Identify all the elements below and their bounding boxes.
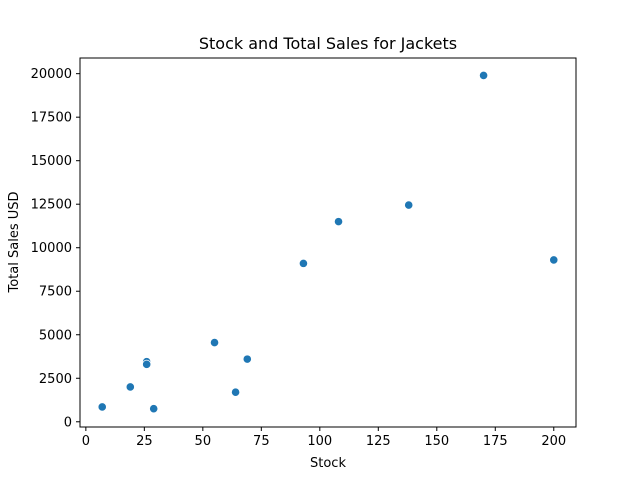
- x-tick-label: 150: [424, 434, 449, 449]
- x-tick-label: 100: [307, 434, 332, 449]
- y-tick-label: 17500: [31, 111, 72, 126]
- x-tick-label: 75: [253, 434, 270, 449]
- x-tick-label: 0: [82, 434, 90, 449]
- x-axis: 0 25 50 75 100 125 150 175 200: [82, 427, 566, 449]
- y-tick-label: 10000: [31, 241, 72, 256]
- y-axis-label: Total Sales USD: [7, 191, 22, 293]
- plot-frame: [79, 57, 577, 428]
- scatter-point: [478, 70, 489, 81]
- scatter-point: [549, 255, 559, 265]
- y-tick-label: 20000: [31, 67, 72, 82]
- scatter-point: [125, 382, 135, 392]
- plot-area: [79, 57, 577, 428]
- scatter-point: [242, 354, 252, 364]
- data-points: [97, 70, 559, 414]
- x-tick-label: 125: [366, 434, 391, 449]
- scatter-point: [298, 258, 309, 268]
- chart-title: Stock and Total Sales for Jackets: [199, 34, 457, 53]
- y-axis: 0 2500 5000 7500 10000 12500 15000 17500 20000: [31, 67, 80, 430]
- scatter-point: [404, 200, 414, 210]
- scatter-point: [209, 337, 220, 348]
- y-tick-label: 15000: [31, 154, 72, 169]
- x-tick-label: 50: [195, 434, 212, 449]
- x-axis-label: Stock: [310, 456, 346, 471]
- scatter-point: [149, 404, 159, 414]
- y-tick-label: 0: [64, 415, 72, 430]
- scatter-point: [97, 402, 107, 412]
- y-tick-label: 2500: [39, 372, 72, 387]
- y-tick-label: 12500: [31, 198, 72, 213]
- scatter-point: [142, 359, 152, 369]
- scatter-point: [230, 387, 241, 397]
- scatter-point: [333, 217, 344, 227]
- x-tick-label: 25: [136, 434, 153, 449]
- x-tick-label: 200: [541, 434, 566, 449]
- y-tick-label: 7500: [39, 285, 72, 300]
- y-tick-label: 5000: [39, 328, 72, 343]
- x-tick-label: 175: [483, 434, 508, 449]
